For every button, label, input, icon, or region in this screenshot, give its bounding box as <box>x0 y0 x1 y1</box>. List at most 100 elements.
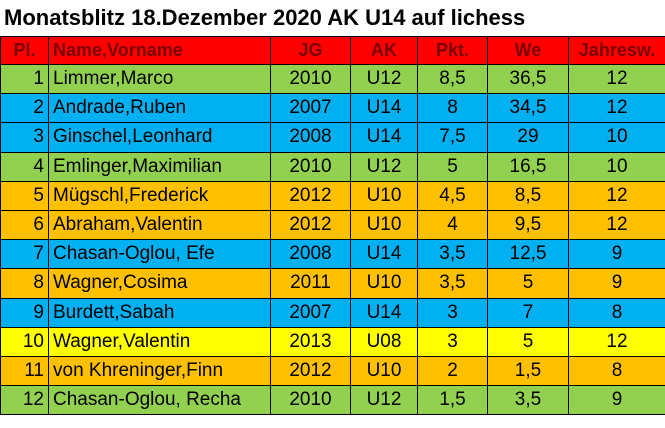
cell: 12 <box>568 326 665 357</box>
cell: 5 <box>417 151 488 182</box>
cell: U10 <box>350 180 418 211</box>
row: 7 Chasan-Oglou, Efe 2008 U14 3,5 12,5 9 <box>0 239 665 270</box>
table-body: 1 Limmer,Marco 2010 U12 8,5 36,5 12 2 Andrade,Ru… <box>0 63 665 416</box>
header-row: Pl. Name,Vorname JG AK Pkt. We Jahresw. <box>0 36 665 65</box>
cell: 5 <box>0 180 49 211</box>
cell: Emlinger,Maximilian <box>48 151 271 182</box>
cell: Mügschl,Frederick <box>48 180 271 211</box>
cell: 2010 <box>270 63 351 95</box>
cell: 16,5 <box>487 151 569 182</box>
cell: U12 <box>350 151 418 182</box>
cell: 1,5 <box>417 385 488 416</box>
cell: Burdett,Sabah <box>48 297 271 328</box>
cell: U14 <box>350 239 418 270</box>
header-cell: We <box>487 36 569 65</box>
title: Monatsblitz 18.Dezember 2020 AK U14 auf … <box>4 5 526 30</box>
cell: 2 <box>417 355 488 387</box>
row: 1 Limmer,Marco 2010 U12 8,5 36,5 12 <box>0 63 665 95</box>
row: 12 Chasan-Oglou, Recha 2010 U12 1,5 3,5 9 <box>0 385 665 416</box>
row: 10 Wagner,Valentin 2013 U08 3 5 12 <box>0 326 665 357</box>
row: 9 Burdett,Sabah 2007 U14 3 7 8 <box>0 297 665 328</box>
cell: 3 <box>417 297 488 328</box>
cell: 12 <box>0 385 49 416</box>
cell: 2013 <box>270 326 351 357</box>
cell: 8 <box>568 355 665 387</box>
cell: 2008 <box>270 239 351 270</box>
cell: 10 <box>568 151 665 182</box>
cell: 8 <box>568 297 665 328</box>
cell: 2 <box>0 93 49 124</box>
cell: 8 <box>417 93 488 124</box>
cell: 12 <box>568 63 665 95</box>
header-cell: JG <box>270 36 351 65</box>
cell: 4,5 <box>417 180 488 211</box>
cell: 5 <box>487 268 569 299</box>
cell: 8,5 <box>417 63 488 95</box>
cell: Chasan-Oglou, Recha <box>48 385 271 416</box>
cell: Abraham,Valentin <box>48 209 271 241</box>
cell: U14 <box>350 93 418 124</box>
cell: 10 <box>0 326 49 357</box>
cell: 5 <box>487 326 569 357</box>
cell: 9 <box>568 268 665 299</box>
cell: 29 <box>487 122 569 153</box>
cell: 12 <box>568 180 665 211</box>
cell: Andrade,Ruben <box>48 93 271 124</box>
cell: 8 <box>0 268 49 299</box>
row: 6 Abraham,Valentin 2012 U10 4 9,5 12 <box>0 209 665 241</box>
cell: 4 <box>417 209 488 241</box>
cell: 6 <box>0 209 49 241</box>
cell: 1,5 <box>487 355 569 387</box>
cell: 2007 <box>270 297 351 328</box>
row: 2 Andrade,Ruben 2007 U14 8 34,5 12 <box>0 93 665 124</box>
cell: 7 <box>0 239 49 270</box>
cell: 9 <box>568 385 665 416</box>
cell: 12 <box>568 93 665 124</box>
cell: U14 <box>350 297 418 328</box>
cell: U14 <box>350 122 418 153</box>
cell: U12 <box>350 385 418 416</box>
cell: 8,5 <box>487 180 569 211</box>
results-table: Pl. Name,Vorname JG AK Pkt. We Jahresw. 1 Limme… <box>0 36 665 416</box>
cell: 9 <box>0 297 49 328</box>
cell: von Khreninger,Finn <box>48 355 271 387</box>
cell: Ginschel,Leonhard <box>48 122 271 153</box>
row: 8 Wagner,Cosima 2011 U10 3,5 5 9 <box>0 268 665 299</box>
cell: 2008 <box>270 122 351 153</box>
cell: U10 <box>350 268 418 299</box>
row: 11 von Khreninger,Finn 2012 U10 2 1,5 8 <box>0 355 665 387</box>
cell: 9,5 <box>487 209 569 241</box>
cell: 4 <box>0 151 49 182</box>
cell: Limmer,Marco <box>48 63 271 95</box>
cell: Wagner,Valentin <box>48 326 271 357</box>
header-cell: Pl. <box>0 36 49 65</box>
cell: 1 <box>0 63 49 95</box>
header-cell: Pkt. <box>417 36 488 65</box>
cell: Wagner,Cosima <box>48 268 271 299</box>
header-cell: Jahresw. <box>568 36 665 65</box>
row: 5 Mügschl,Frederick 2012 U10 4,5 8,5 12 <box>0 180 665 211</box>
header-cell: Name,Vorname <box>48 36 271 65</box>
cell: U08 <box>350 326 418 357</box>
cell: 3,5 <box>417 268 488 299</box>
header-cell: AK <box>350 36 418 65</box>
cell: 11 <box>0 355 49 387</box>
row: 4 Emlinger,Maximilian 2010 U12 5 16,5 10 <box>0 151 665 182</box>
cell: 3,5 <box>417 239 488 270</box>
cell: U10 <box>350 355 418 387</box>
cell: 2011 <box>270 268 351 299</box>
cell: 2012 <box>270 180 351 211</box>
cell: 2012 <box>270 355 351 387</box>
cell: 36,5 <box>487 63 569 95</box>
cell: 34,5 <box>487 93 569 124</box>
cell: 3 <box>417 326 488 357</box>
cell: Chasan-Oglou, Efe <box>48 239 271 270</box>
cell: 2007 <box>270 93 351 124</box>
cell: 7 <box>487 297 569 328</box>
cell: U12 <box>350 63 418 95</box>
cell: 2010 <box>270 385 351 416</box>
cell: 3 <box>0 122 49 153</box>
cell: 7,5 <box>417 122 488 153</box>
cell: U10 <box>350 209 418 241</box>
